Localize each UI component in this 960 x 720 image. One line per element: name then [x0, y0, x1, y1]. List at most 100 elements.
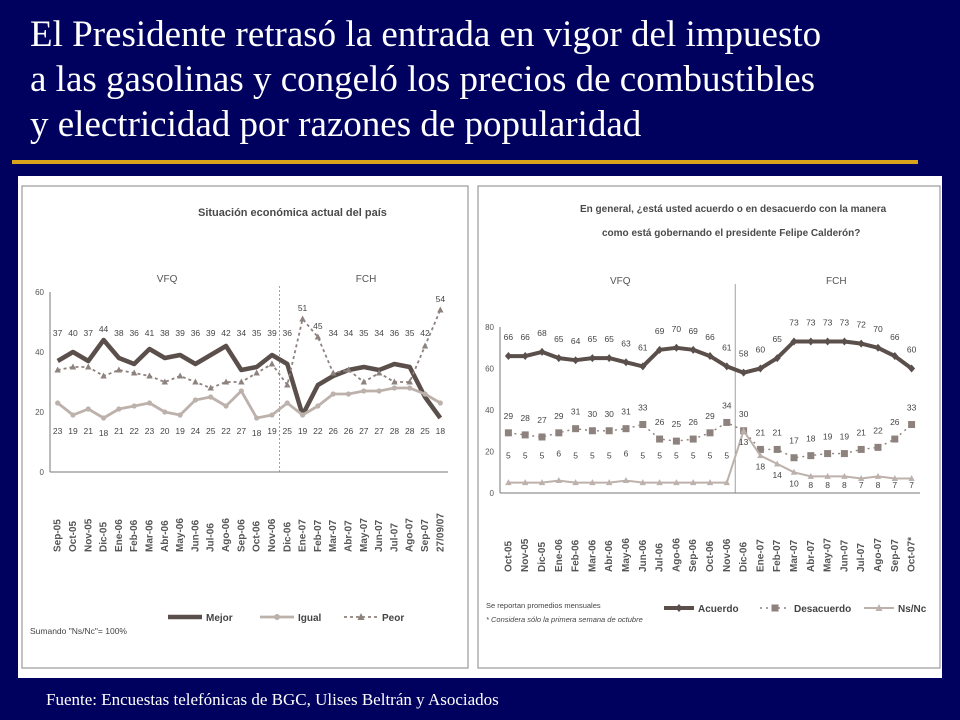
right-data-label-acuerdo: 66 — [890, 332, 900, 342]
left-x-tick-label: Oct-05 — [68, 520, 79, 552]
right-data-label-desacuerdo: 33 — [907, 403, 917, 413]
right-data-label-desacuerdo: 29 — [554, 411, 564, 421]
right-point-nsnc — [858, 474, 865, 481]
right-data-label-desacuerdo: 31 — [621, 407, 631, 417]
left-point-igual — [391, 385, 398, 391]
left-point-peor — [314, 333, 322, 340]
right-point-nsnc — [572, 479, 579, 486]
left-point-peor — [222, 378, 230, 385]
right-x-tick-label: Ene-07 — [755, 539, 766, 572]
right-x-tick-label: Abr-06 — [604, 540, 615, 572]
left-legend-label-mejor: Mejor — [206, 613, 233, 624]
right-data-label-acuerdo: 64 — [571, 336, 581, 346]
right-legend-marker — [675, 604, 683, 612]
right-point-acuerdo — [874, 343, 882, 352]
right-point-acuerdo — [622, 358, 630, 367]
left-point-peor — [207, 384, 214, 391]
left-point-peor — [284, 381, 291, 388]
left-point-peor — [329, 369, 337, 376]
right-point-nsnc — [874, 472, 882, 479]
right-data-label-desacuerdo: 29 — [504, 411, 514, 421]
right-legend-label: Ns/Nc — [898, 604, 927, 615]
left-x-tick-label: May-07 — [359, 518, 370, 552]
right-point-nsnc — [606, 479, 613, 486]
right-data-label-nsnc: 5 — [540, 451, 545, 461]
right-point-nsnc — [807, 472, 814, 479]
right-point-acuerdo — [538, 347, 546, 356]
left-x-tick-label: Dic-05 — [99, 522, 110, 552]
right-data-label-acuerdo: 61 — [638, 342, 648, 352]
right-x-tick-label: Nov-06 — [722, 538, 733, 572]
right-data-label-desacuerdo: 34 — [722, 400, 732, 410]
left-data-label-bottom: 26 — [344, 426, 354, 436]
right-point-nsnc — [891, 474, 898, 481]
right-data-label-nsnc: 5 — [506, 451, 511, 461]
left-point-peor — [146, 372, 153, 379]
right-data-label-acuerdo: 65 — [772, 334, 782, 344]
left-legend-marker — [274, 614, 280, 620]
right-data-label-nsnc: 5 — [724, 451, 729, 461]
right-note-2: * Considera sólo la primera semana de oc… — [486, 615, 643, 624]
right-point-desacuerdo — [555, 429, 563, 437]
left-period-label-vfq: VFQ — [157, 274, 178, 285]
left-point-igual — [223, 403, 229, 409]
right-x-tick-label: Abr-07 — [806, 540, 817, 572]
right-data-label-nsnc: 8 — [876, 480, 881, 490]
source-note: Fuente: Encuestas telefónicas de BGC, Ul… — [46, 690, 499, 709]
right-data-label-acuerdo: 65 — [554, 334, 564, 344]
left-data-label-bottom: 22 — [129, 426, 139, 436]
left-x-tick-label: Feb-07 — [313, 519, 324, 552]
right-point-desacuerdo — [672, 437, 680, 445]
right-x-tick-label: Dic-06 — [739, 542, 750, 572]
left-x-tick-label: Sep-06 — [236, 519, 247, 552]
left-point-igual — [269, 412, 275, 418]
right-point-acuerdo — [824, 337, 832, 346]
left-data-label-top: 36 — [283, 328, 293, 338]
left-data-label-top: 34 — [237, 328, 247, 338]
left-data-label-top: 37 — [53, 328, 63, 338]
right-x-tick-label: Sep-07 — [890, 539, 901, 572]
right-data-label-acuerdo: 66 — [705, 332, 715, 342]
left-data-label-top: 39 — [267, 328, 277, 338]
left-point-igual — [177, 412, 183, 418]
right-data-label-acuerdo: 73 — [789, 318, 799, 328]
right-point-acuerdo — [773, 354, 781, 363]
left-point-peor — [391, 378, 398, 385]
left-point-peor — [69, 363, 77, 370]
right-data-label-desacuerdo: 25 — [672, 419, 682, 429]
left-y-tick-label: 20 — [35, 408, 44, 417]
right-y-tick-label: 0 — [490, 489, 495, 498]
left-point-igual — [100, 415, 107, 421]
right-point-nsnc — [505, 479, 512, 486]
left-data-label-bottom: 19 — [298, 426, 308, 436]
right-data-label-acuerdo: 61 — [722, 342, 732, 352]
right-note-1: Se reportan promedios mensuales — [486, 601, 601, 610]
left-data-label-top: 40 — [68, 328, 78, 338]
right-point-desacuerdo — [790, 454, 798, 462]
right-point-nsnc — [690, 479, 697, 486]
right-chart-title-line-1: En general, ¿está usted acuerdo o en des… — [580, 204, 887, 215]
right-period-label-vfq: VFQ — [610, 276, 631, 287]
left-data-label-bottom: 18 — [436, 426, 446, 436]
right-point-acuerdo — [639, 362, 647, 371]
left-x-tick-label: Nov-06 — [267, 518, 278, 552]
left-point-igual — [361, 388, 367, 394]
left-point-igual — [284, 400, 290, 406]
left-point-igual — [422, 391, 428, 397]
right-point-nsnc — [622, 477, 630, 484]
left-point-peor — [375, 369, 383, 376]
left-x-tick-label: Dic-06 — [282, 522, 293, 552]
right-point-desacuerdo — [588, 427, 596, 435]
right-point-nsnc — [723, 479, 730, 486]
right-x-tick-label: Jul-06 — [655, 543, 666, 572]
left-x-tick-label: Mar-06 — [145, 519, 156, 552]
left-point-igual — [238, 388, 244, 394]
left-point-peor — [268, 360, 276, 367]
right-data-label-nsnc: 13 — [739, 437, 749, 447]
right-data-label-desacuerdo: 29 — [705, 411, 715, 421]
left-x-tick-label: Nov-05 — [83, 518, 94, 552]
right-data-label-desacuerdo: 21 — [772, 427, 782, 437]
right-legend-marker — [875, 604, 883, 611]
right-point-desacuerdo — [773, 445, 781, 453]
right-point-acuerdo — [706, 352, 714, 361]
